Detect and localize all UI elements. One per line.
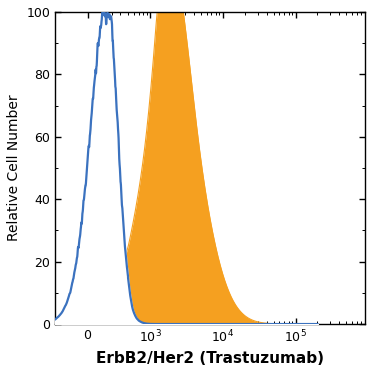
X-axis label: ErbB2/Her2 (Trastuzumab): ErbB2/Her2 (Trastuzumab): [96, 351, 324, 366]
Y-axis label: Relative Cell Number: Relative Cell Number: [7, 95, 21, 241]
